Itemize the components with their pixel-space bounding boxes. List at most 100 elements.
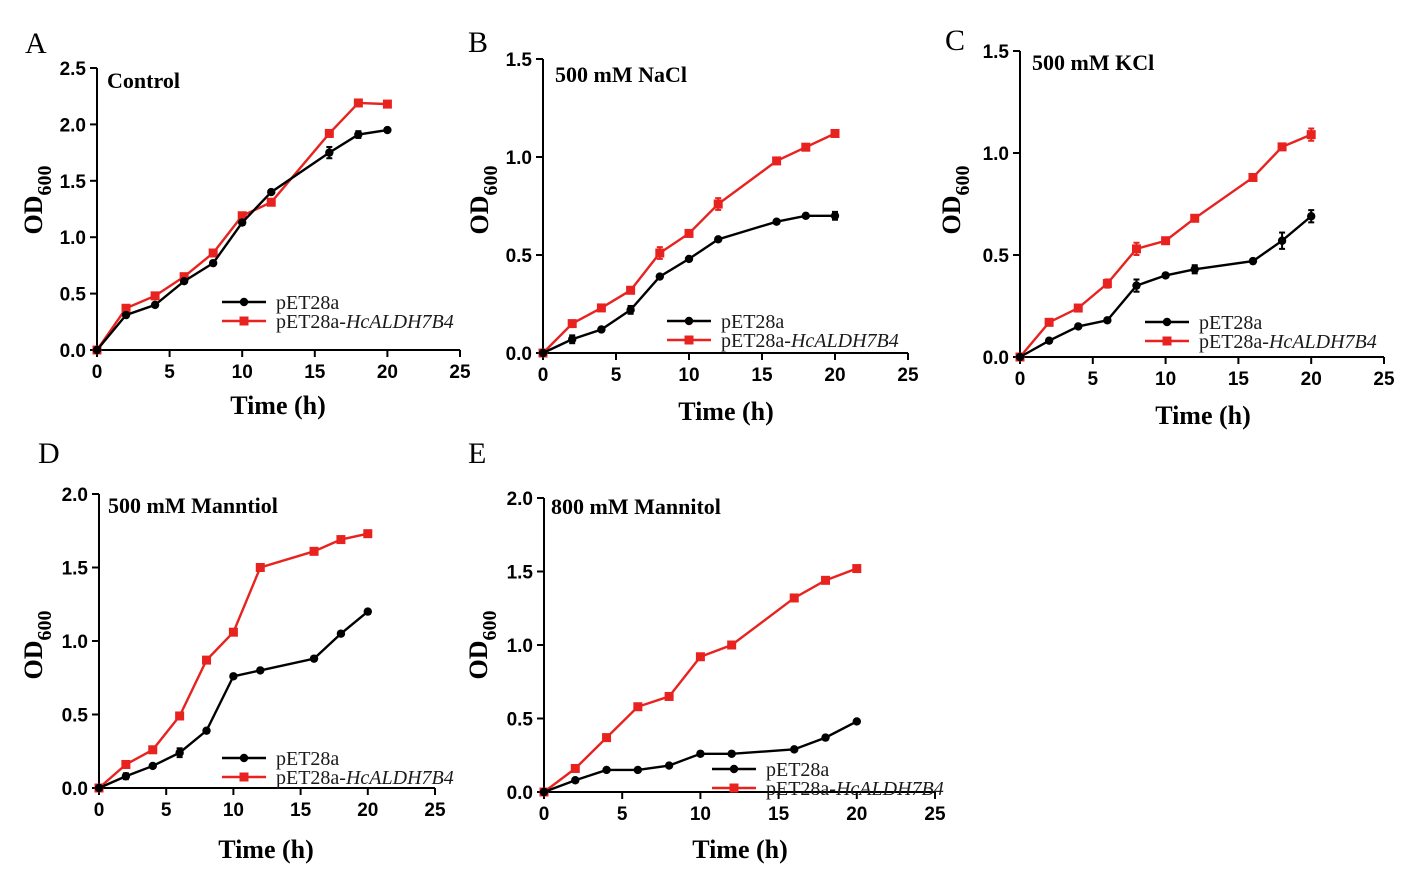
x-axis-title: Time (h) bbox=[218, 835, 314, 864]
data-point bbox=[383, 125, 392, 135]
data-point bbox=[1131, 244, 1141, 254]
data-point bbox=[229, 672, 238, 681]
data-point bbox=[238, 218, 247, 227]
data-point bbox=[121, 310, 131, 320]
data-point bbox=[336, 535, 346, 545]
data-point bbox=[92, 345, 102, 355]
data-point bbox=[695, 652, 705, 662]
x-axis-title: Time (h) bbox=[692, 835, 788, 864]
y-tick-label: 0.5 bbox=[62, 706, 89, 727]
data-point bbox=[202, 726, 211, 735]
data-point bbox=[664, 761, 674, 770]
series-line bbox=[542, 214, 835, 355]
x-tick-label: 5 bbox=[164, 362, 175, 383]
data-point bbox=[626, 285, 636, 295]
legend-label-italic: HcALDH7B4 bbox=[790, 330, 899, 352]
legend-swatch-marker bbox=[239, 753, 249, 763]
legend-swatch-marker bbox=[239, 297, 249, 307]
data-point bbox=[596, 303, 606, 313]
x-tick-label: 0 bbox=[1015, 369, 1026, 390]
data-point bbox=[1015, 352, 1025, 362]
data-point bbox=[684, 254, 694, 264]
data-point bbox=[602, 765, 611, 775]
data-point bbox=[633, 765, 643, 775]
data-point bbox=[790, 745, 799, 754]
y-tick-label: 0.5 bbox=[983, 246, 1010, 267]
x-tick-label: 10 bbox=[1155, 369, 1176, 390]
series-pet28a bbox=[538, 210, 840, 358]
condition-title: 500 mM NaCl bbox=[555, 62, 687, 87]
data-point bbox=[267, 187, 276, 197]
data-point bbox=[363, 529, 373, 539]
y-tick-label: 2.0 bbox=[62, 485, 88, 506]
y-axis-title-main: OD bbox=[937, 196, 966, 235]
panel-letter: A bbox=[25, 27, 47, 60]
data-point bbox=[696, 749, 705, 758]
y-axis-title: OD600 bbox=[19, 611, 56, 680]
x-tick-label: 20 bbox=[824, 365, 845, 386]
data-point bbox=[382, 99, 392, 109]
series-line bbox=[543, 567, 858, 793]
series-line bbox=[98, 610, 369, 790]
chart-panel-b: B 0 5 10 15 20 25 0.0 0.5 1.0 1.5 Time (h) OD600 500 … bbox=[465, 26, 919, 426]
y-tick-label: 0.0 bbox=[62, 779, 88, 800]
legend-label-italic: HcALDH7B4 bbox=[345, 767, 454, 789]
data-point bbox=[1103, 316, 1112, 325]
series-pet28a-hcaldh7b4 bbox=[92, 98, 392, 355]
data-point bbox=[1102, 279, 1112, 289]
panel-letter: D bbox=[38, 437, 60, 470]
x-tick-label: 5 bbox=[611, 365, 622, 386]
legend-label-plain: pET28a bbox=[276, 748, 339, 770]
data-point bbox=[626, 305, 635, 315]
data-point bbox=[336, 629, 346, 638]
series-line bbox=[96, 101, 388, 351]
data-point bbox=[821, 575, 831, 585]
y-tick-label: 0.5 bbox=[507, 710, 534, 731]
legend-label-italic: HcALDH7B4 bbox=[345, 311, 454, 333]
x-tick-label: 15 bbox=[768, 804, 790, 825]
y-tick-label: 1.0 bbox=[983, 144, 1009, 165]
y-tick-label: 1.0 bbox=[62, 632, 88, 653]
x-tick-label: 10 bbox=[223, 800, 244, 821]
data-point bbox=[1044, 336, 1054, 345]
series-line bbox=[1019, 215, 1312, 359]
legend-label-italic: HcALDH7B4 bbox=[1268, 331, 1377, 353]
x-tick-label: 5 bbox=[161, 800, 172, 821]
x-axis-title: Time (h) bbox=[230, 391, 326, 420]
data-point bbox=[324, 128, 334, 138]
condition-title: 500 mM KCl bbox=[1032, 50, 1154, 75]
legend-label: pET28a bbox=[1199, 312, 1262, 334]
data-point bbox=[655, 248, 665, 258]
data-point bbox=[1277, 142, 1287, 152]
data-point bbox=[801, 211, 810, 220]
legend-label-plain: pET28a bbox=[766, 759, 829, 781]
legend-label: pET28a bbox=[276, 292, 339, 314]
y-axis-title-main: OD bbox=[465, 196, 494, 235]
data-point bbox=[148, 745, 158, 755]
data-point bbox=[1307, 212, 1316, 221]
legend-label-plain: pET28a bbox=[1199, 312, 1262, 334]
data-point bbox=[202, 655, 212, 665]
data-point bbox=[121, 759, 131, 769]
y-tick-label: 1.5 bbox=[60, 172, 87, 193]
data-point bbox=[1248, 256, 1258, 266]
x-tick-label: 5 bbox=[1088, 369, 1099, 390]
data-point bbox=[1161, 236, 1171, 246]
series-line bbox=[96, 128, 388, 351]
data-point bbox=[354, 130, 363, 139]
x-tick-label: 0 bbox=[539, 804, 550, 825]
series-pet28a bbox=[539, 717, 861, 797]
data-point bbox=[772, 217, 781, 226]
data-point bbox=[237, 211, 247, 221]
data-point bbox=[208, 248, 218, 258]
y-tick-label: 1.0 bbox=[60, 228, 86, 249]
data-point bbox=[1132, 281, 1141, 290]
y-tick-label: 2.5 bbox=[60, 59, 87, 80]
legend-label-plain: pET28a bbox=[721, 311, 784, 333]
legend-swatch-marker bbox=[239, 316, 249, 326]
data-point bbox=[363, 607, 372, 616]
